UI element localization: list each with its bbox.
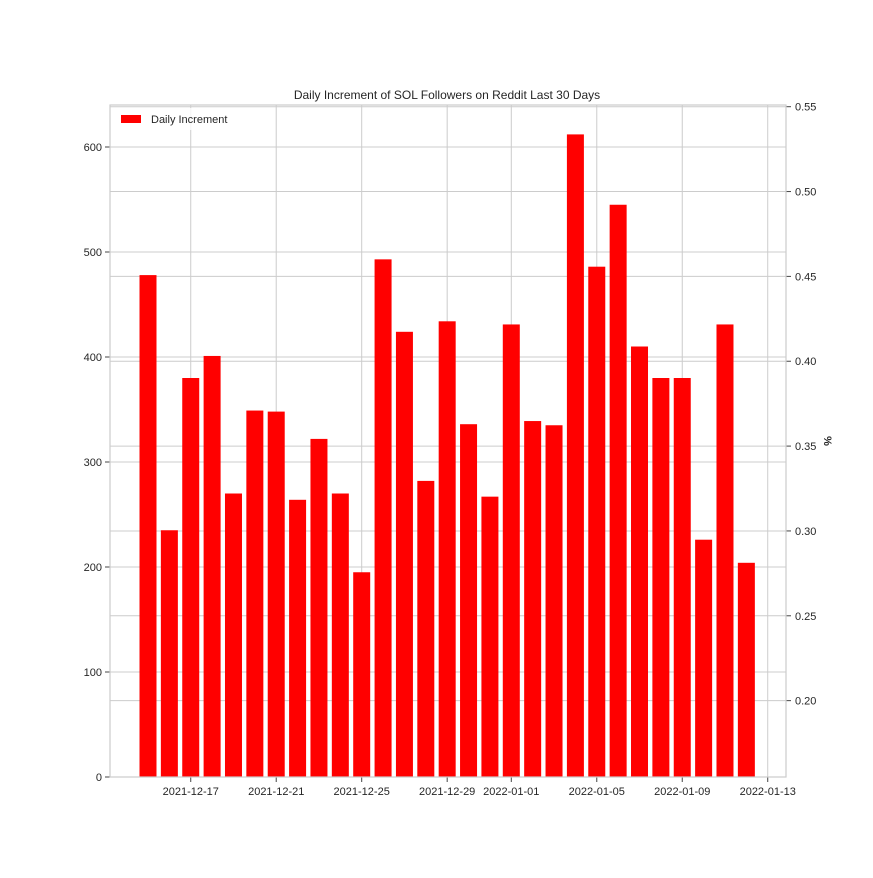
y-tick-label: 300 (84, 457, 102, 469)
bar-2021-12-17 (182, 378, 200, 777)
y2-tick-label: 0.30 (795, 526, 816, 538)
bar-2021-12-18 (203, 355, 221, 777)
bar-2021-12-19 (224, 493, 242, 777)
plot-frame (109, 104, 787, 778)
legend-label: Daily Increment (151, 114, 227, 126)
x-tick-label: 2022-01-05 (569, 786, 625, 798)
bar-2022-01-06 (609, 204, 627, 777)
axes-layer: 0 100 200 300 400 500 600 0.20 0.25 0.30 0.35 0.40 0… (84, 102, 817, 798)
x-tick-label: 2022-01-13 (740, 786, 796, 798)
bar-2021-12-21 (267, 411, 285, 777)
right-axis-label: % (821, 436, 833, 446)
bar-2021-12-31 (481, 496, 499, 777)
bar-2022-01-12 (737, 562, 755, 777)
x-tick-label: 2021-12-29 (419, 786, 475, 798)
y-tick-label: 200 (84, 562, 102, 574)
y2-tick-label: 0.55 (795, 102, 816, 114)
bar-2022-01-10 (695, 539, 713, 777)
bar-2021-12-25 (353, 572, 371, 777)
bar-2021-12-28 (417, 480, 435, 777)
x-tick-label: 2022-01-09 (654, 786, 710, 798)
x-tick-label: 2022-01-01 (483, 786, 539, 798)
bars-layer (139, 134, 755, 778)
y2-tick-label: 0.25 (795, 611, 816, 623)
bar-2022-01-08 (652, 378, 670, 777)
bar-2021-12-16 (160, 530, 178, 777)
bar-2021-12-22 (289, 499, 307, 777)
bar-2022-01-05 (588, 266, 606, 777)
bar-2022-01-04 (566, 134, 584, 777)
legend-swatch (121, 115, 141, 123)
bar-2022-01-02 (524, 421, 542, 777)
bar-2021-12-23 (310, 438, 328, 777)
legend-frame (114, 108, 236, 130)
bar-2021-12-20 (246, 410, 264, 777)
x-tick-label: 2021-12-25 (334, 786, 390, 798)
chart-title: Daily Increment of SOL Followers on Redd… (294, 88, 600, 102)
bar-2021-12-29 (438, 321, 456, 777)
bar-2022-01-01 (502, 324, 520, 777)
bar-2021-12-15 (139, 275, 157, 777)
y-tick-label: 600 (84, 142, 102, 154)
bar-2021-12-26 (374, 259, 392, 778)
bar-2022-01-09 (673, 378, 691, 777)
y-tick-label: 500 (84, 247, 102, 259)
y2-tick-label: 0.50 (795, 187, 816, 199)
legend: Daily Increment (114, 108, 236, 130)
bar-2021-12-30 (460, 424, 478, 777)
bar-2021-12-27 (395, 331, 413, 777)
bar-2021-12-24 (331, 493, 349, 777)
x-tick-label: 2021-12-21 (248, 786, 304, 798)
bar-2022-01-11 (716, 324, 734, 777)
y-tick-label: 400 (84, 352, 102, 364)
y-tick-label: 100 (84, 667, 102, 679)
x-tick-label: 2021-12-17 (163, 786, 219, 798)
y2-tick-label: 0.45 (795, 271, 816, 283)
y2-tick-label: 0.20 (795, 696, 816, 708)
bar-2022-01-07 (631, 346, 649, 777)
y-tick-label: 0 (96, 772, 102, 784)
y2-tick-label: 0.40 (795, 356, 816, 368)
bar-2022-01-03 (545, 425, 563, 777)
y2-tick-label: 0.35 (795, 441, 816, 453)
